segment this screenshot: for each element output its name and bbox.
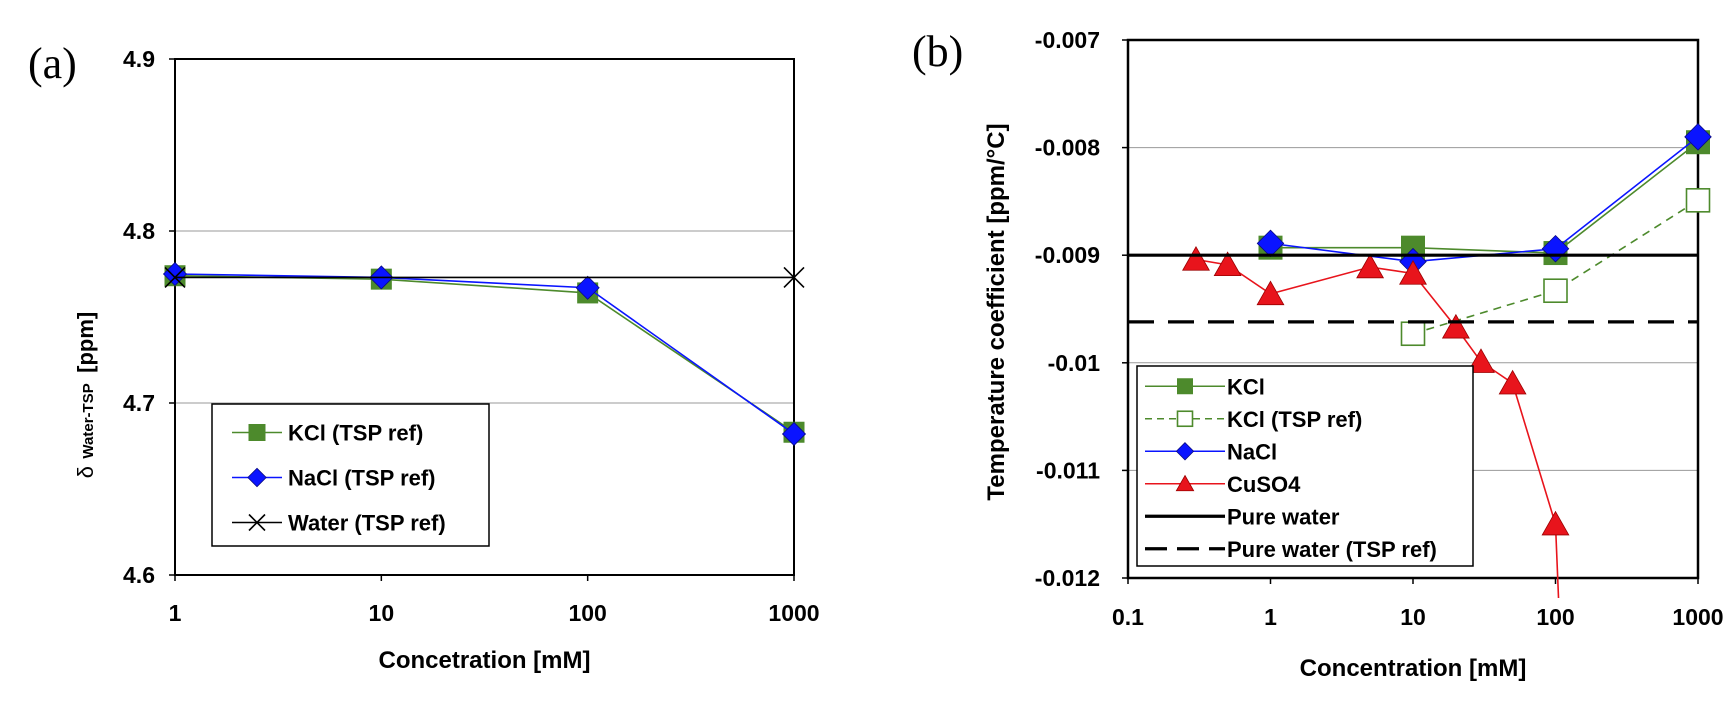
- x-tick-label-0: 0.1: [1112, 604, 1144, 630]
- legend-box: [1136, 365, 1474, 567]
- data-point-nacl-tsp-ref-3: [781, 421, 807, 447]
- data-point-cuso4-3: [1356, 253, 1385, 279]
- x-axis-ticks-a: 1 10 100 1000: [169, 575, 820, 626]
- y-tick-label-4: -0.008: [1035, 135, 1100, 161]
- legend-marker-kcl-tsp-ref: [1176, 410, 1194, 428]
- x-tick-label-1: 10: [369, 600, 395, 626]
- y-tick-label-0: -0.012: [1035, 565, 1100, 591]
- data-point-water-tsp-ref-0-stroke-2: [164, 266, 186, 289]
- panel-label-a: (a): [28, 39, 77, 88]
- x-tick-label-4: 1000: [1672, 604, 1723, 630]
- legend-label-kcl: KCl: [1227, 374, 1265, 399]
- data-point-kcl-tsp-ref-2: [1685, 188, 1711, 213]
- y-axis-ticks-a: 4.6 4.7 4.8 4.9: [123, 46, 175, 588]
- data-point-cuso4-0: [1182, 246, 1210, 271]
- x-tick-label-3: 100: [1536, 604, 1574, 630]
- series-group-a: [162, 261, 807, 447]
- chart-panel-a: (a) 4.6 4.7 4.8 4.9 1 10 100 1000 Concetration…: [28, 39, 820, 674]
- svg-text:δ Water-TSP [p: δ Water-TSP [ppm]: [73, 312, 98, 479]
- legend-label-kcl-tsp-ref: KCl (TSP ref): [1227, 407, 1362, 432]
- legend-label-nacl-tsp-ref: NaCl (TSP ref): [288, 466, 436, 491]
- data-point-kcl-tsp-ref-1: [1543, 278, 1568, 304]
- x-tick-label-0: 1: [169, 600, 182, 626]
- legend-label-water-tsp-ref: Water (TSP ref): [288, 511, 446, 536]
- x-tick-label-1: 1: [1264, 604, 1277, 630]
- data-point-nacl-2: [1541, 234, 1570, 263]
- x-tick-label-2: 10: [1400, 604, 1426, 630]
- data-point-water-tsp-ref-1: [783, 266, 805, 289]
- data-point-cuso4-5: [1441, 313, 1470, 339]
- legend-label-nacl: NaCl: [1227, 439, 1277, 464]
- legend-marker-nacl-tsp-ref: [247, 467, 267, 488]
- y-tick-label-5: -0.007: [1035, 27, 1100, 53]
- series-line-cuso4: [1195, 258, 1560, 599]
- data-point-water-tsp-ref-1-stroke-2: [783, 266, 805, 289]
- y-tick-label-2: 4.8: [123, 218, 155, 244]
- legend-label-cuso4: CuSO4: [1227, 472, 1301, 497]
- plot-area-a: [174, 58, 795, 576]
- series-line-nacl-tsp-ref: [174, 273, 795, 435]
- grid-lines-a: [175, 230, 794, 404]
- x-axis-ticks-b: 0.1 1 10 100 1000: [1112, 578, 1724, 630]
- data-point-cuso4-1: [1213, 251, 1242, 277]
- y-tick-label-0: 4.6: [123, 562, 155, 588]
- legend-marker-kcl-tsp-ref: [248, 424, 266, 441]
- data-point-cuso4-6: [1467, 348, 1495, 373]
- x-tick-label-3: 1000: [768, 600, 819, 626]
- legend-marker-kcl: [1177, 378, 1193, 395]
- panel-label-b: (b): [912, 27, 963, 76]
- y-tick-label-2: -0.01: [1048, 350, 1101, 376]
- y-tick-label-1: 4.7: [123, 390, 155, 416]
- legend-label-kcl-tsp-ref: KCl (TSP ref): [288, 421, 423, 446]
- data-point-cuso4-2: [1256, 280, 1285, 306]
- legend-marker-cuso4: [1175, 474, 1195, 492]
- legend-marker-water-tsp-ref: [248, 513, 266, 532]
- data-point-cuso4-7: [1498, 369, 1527, 395]
- y-axis-title-b: Temperature coefficient [ppm/°C]: [983, 123, 1010, 500]
- y-axis-title-symbol-a: δ: [73, 466, 98, 478]
- y-tick-label-3: 4.9: [123, 46, 155, 72]
- series-line-kcl-tsp-ref: [1412, 199, 1699, 335]
- x-axis-title-b: Concentration [mM]: [1300, 655, 1527, 682]
- series-line-kcl: [1270, 141, 1699, 254]
- series-group-b: [1128, 123, 1712, 599]
- series-kcl: [1258, 130, 1710, 266]
- series-nacl-tsp-ref: [162, 261, 807, 447]
- data-point-nacl-3: [1684, 123, 1712, 151]
- legend-a: KCl (TSP ref) NaCl (TSP ref) Water (TSP re…: [211, 403, 490, 547]
- y-axis-title-unit-a: [ppm]: [73, 312, 98, 373]
- legend-marker-water-tsp-ref-stroke-2: [248, 513, 266, 532]
- data-point-cuso4-8: [1541, 510, 1570, 536]
- y-tick-label-3: -0.009: [1035, 242, 1100, 268]
- series-nacl: [1256, 123, 1712, 276]
- series-line-nacl: [1270, 136, 1699, 263]
- data-point-kcl-tsp-ref-0: [1400, 321, 1426, 347]
- y-axis-title-sub-a: Water-TSP: [80, 383, 97, 458]
- y-tick-label-1: -0.011: [1036, 457, 1100, 483]
- y-axis-title-a: δ Water-TSP [ppm]: [73, 312, 98, 479]
- y-axis-ticks-b: -0.012 -0.011 -0.01 -0.009 -0.008 -0.007: [1035, 27, 1128, 591]
- data-point-nacl-tsp-ref-2: [575, 275, 600, 300]
- x-tick-label-2: 100: [568, 600, 606, 626]
- series-kcl-tsp-ref: [1400, 188, 1711, 347]
- data-point-water-tsp-ref-0: [164, 266, 186, 289]
- legend-marker-nacl: [1175, 442, 1195, 461]
- x-axis-title-a: Concetration [mM]: [379, 647, 591, 674]
- legend-b: KCl KCl (TSP ref) NaCl CuSO4 Pure water Pure …: [1136, 365, 1474, 567]
- chart-panel-b: (b) -0.012-0.011-0.01-0.009-0.008-0.007 …: [912, 27, 1724, 682]
- series-cuso4: [1182, 246, 1570, 599]
- legend-label-pure-water-tsp-ref: Pure water (TSP ref): [1227, 537, 1437, 562]
- legend-label-pure-water: Pure water: [1227, 504, 1340, 529]
- series-water-tsp-ref: [164, 266, 805, 289]
- data-point-cuso4-4: [1399, 260, 1427, 285]
